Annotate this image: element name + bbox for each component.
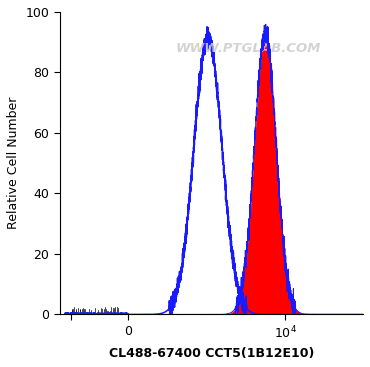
- Text: WWW.PTGLAB.COM: WWW.PTGLAB.COM: [175, 42, 320, 55]
- X-axis label: CL488-67400 CCT5(1B12E10): CL488-67400 CCT5(1B12E10): [109, 347, 314, 360]
- Y-axis label: Relative Cell Number: Relative Cell Number: [7, 97, 20, 229]
